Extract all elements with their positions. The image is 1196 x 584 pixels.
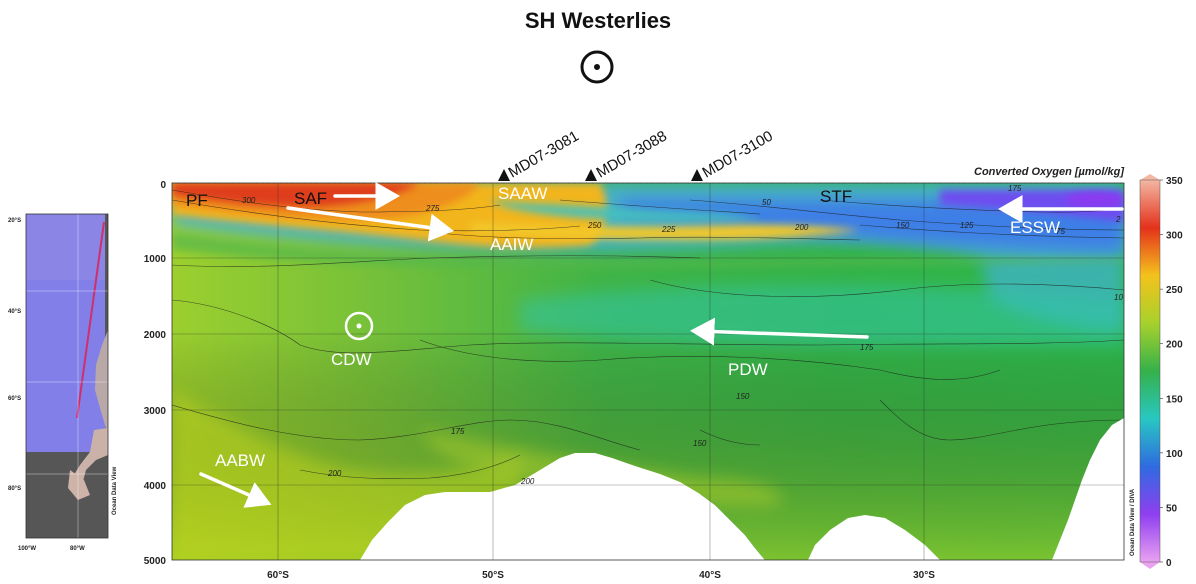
colorbar-tick-label: 50 xyxy=(1166,503,1178,514)
arrow-aabw xyxy=(199,472,272,508)
water-mass-label: PF xyxy=(186,191,208,210)
colorbar-tick-label: 350 xyxy=(1166,176,1183,187)
map-lat-label: 40°S xyxy=(8,309,21,315)
cdw-out-of-page-symbol xyxy=(344,311,374,341)
map-lon-label: 100°W xyxy=(18,546,36,552)
colorbar-tick-label: 250 xyxy=(1166,285,1183,296)
contour-label: 225 xyxy=(661,225,676,234)
contour-label: 10 xyxy=(1114,293,1123,302)
y-tick-label: 5000 xyxy=(144,556,167,567)
contour-label: 150 xyxy=(736,392,750,401)
x-tick-label: 50°S xyxy=(482,570,504,581)
contour-label: 300 xyxy=(242,196,256,205)
map-lat-label: 60°S xyxy=(8,396,21,402)
contour-label: 2 xyxy=(1115,215,1121,224)
contour-label: 175 xyxy=(451,427,465,436)
contour-label: 125 xyxy=(960,221,974,230)
core-label: MD07-3100 xyxy=(700,128,776,182)
water-mass-label: AABW xyxy=(215,451,265,470)
contour-label: 150 xyxy=(896,221,910,230)
chart-title: SH Westerlies xyxy=(524,8,672,33)
y-tick-label: 1000 xyxy=(144,254,167,265)
map-credit: Ocean Data View xyxy=(112,466,118,515)
map-lat-label: 20°S xyxy=(8,218,21,224)
flow-arrows xyxy=(199,182,1124,508)
water-mass-label: PDW xyxy=(728,360,768,379)
oxygen-field xyxy=(172,183,1124,560)
x-tick-label: 30°S xyxy=(913,570,935,581)
water-mass-label: CDW xyxy=(331,350,372,369)
contour-label: 150 xyxy=(693,439,707,448)
colorbar-tick-label: 0 xyxy=(1166,558,1172,569)
contour-label: 200 xyxy=(327,469,342,478)
contour-label: 50 xyxy=(762,198,771,207)
colorbar: Converted Oxygen [µmol/kg] 0 50 100 150 200 2… xyxy=(974,166,1183,569)
inset-map: 20°S 40°S 60°S 80°S 100°W 80°W Ocean Dat… xyxy=(8,213,118,552)
map-lat-label: 80°S xyxy=(8,486,21,492)
westerlies-symbol xyxy=(580,50,614,84)
colorbar-tick-label: 100 xyxy=(1166,449,1183,460)
y-tick-label: 4000 xyxy=(144,481,167,492)
contour-label: 200 xyxy=(794,223,809,232)
water-mass-label: STF xyxy=(820,187,852,206)
x-tick-label: 60°S xyxy=(267,570,289,581)
plot-frame xyxy=(171,182,1125,561)
water-mass-label: AAIW xyxy=(490,235,533,254)
y-tick-label: 2000 xyxy=(144,330,167,341)
colorbar-tick-label: 200 xyxy=(1166,340,1183,351)
contour-label: 275 xyxy=(425,204,440,213)
contour-label: 200 xyxy=(520,477,535,486)
colorbar-tick-label: 300 xyxy=(1166,231,1183,242)
contour-labels: 300 275 250 225 200 175 150 125 75 50 17… xyxy=(242,184,1123,486)
colorbar-title: Converted Oxygen [µmol/kg] xyxy=(974,166,1124,178)
x-axis: 60°S 50°S 40°S 30°S xyxy=(267,570,935,581)
contour-label: 175 xyxy=(860,343,874,352)
contour-label: 175 xyxy=(1008,184,1022,193)
y-axis: 0 1000 2000 3000 4000 5000 xyxy=(144,180,167,567)
core-label: MD07-3081 xyxy=(506,128,582,182)
odv-credit: Ocean Data View / DIVA xyxy=(1130,488,1136,556)
y-tick-label: 3000 xyxy=(144,406,167,417)
water-mass-label: SAF xyxy=(294,189,327,208)
water-mass-labels: PF SAF SAAW STF AAIW ESSW CDW PDW AABW xyxy=(186,184,1060,470)
core-label: MD07-3088 xyxy=(594,128,670,182)
contour-label: 250 xyxy=(587,221,602,230)
map-lon-label: 80°W xyxy=(70,546,85,552)
water-mass-label: SAAW xyxy=(498,184,547,203)
arrow-pdw xyxy=(690,317,869,346)
contour-label: 75 xyxy=(1056,227,1065,236)
water-mass-label: ESSW xyxy=(1010,218,1060,237)
colorbar-tick-label: 150 xyxy=(1166,394,1183,405)
core-markers: MD07-3081 MD07-3088 MD07-3100 xyxy=(498,128,776,182)
x-tick-label: 40°S xyxy=(699,570,721,581)
y-tick-label: 0 xyxy=(160,180,166,191)
arrow-aaiw xyxy=(286,206,454,242)
